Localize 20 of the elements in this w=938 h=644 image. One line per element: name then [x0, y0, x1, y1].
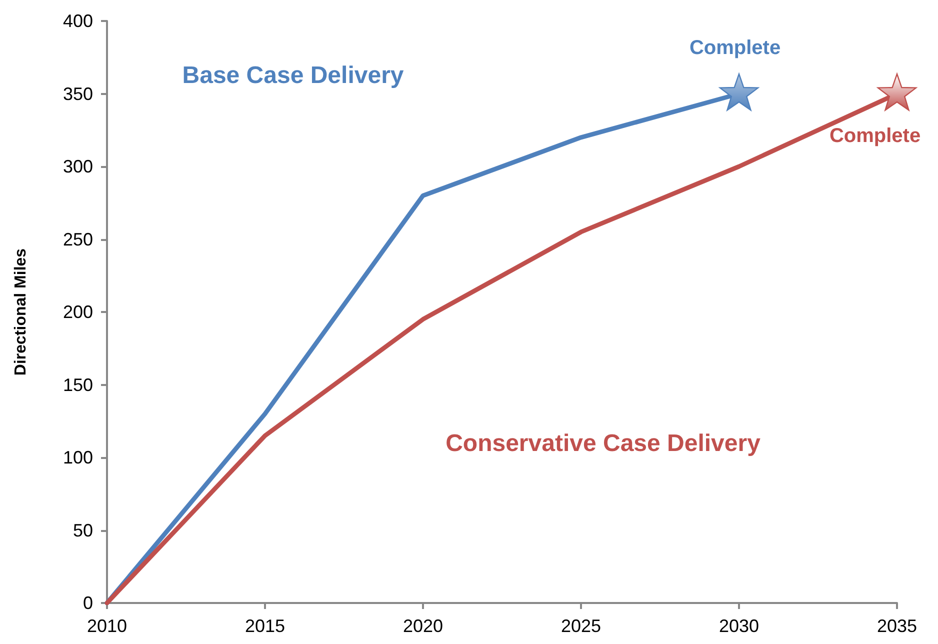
text: Conservative Case Delivery [446, 430, 762, 457]
x-tick-label: 2020 [402, 616, 444, 636]
y-tick-label: 300 [62, 156, 93, 176]
y-tick-label: 250 [62, 229, 93, 250]
y-axis-title: Directional Miles [12, 248, 30, 376]
y-tick-label: 150 [62, 374, 93, 395]
x-tick-label: 2010 [86, 616, 128, 636]
x-tick-label: 2035 [876, 616, 918, 636]
y-tick-label: 200 [62, 302, 93, 322]
y-tick-label: 100 [62, 448, 93, 468]
y-tick-label: 0 [82, 593, 93, 613]
y-tick-label: 400 [62, 11, 93, 31]
x-tick-label: 2015 [244, 616, 286, 636]
x-tick-label: 2030 [718, 616, 760, 636]
annotation: Complete [829, 124, 921, 147]
annotation: Complete [689, 36, 781, 59]
y-tick-label: 50 [72, 520, 93, 540]
text: Base Case Delivery [182, 62, 404, 90]
y-tick-label: 350 [62, 84, 93, 104]
x-tick-label: 2025 [560, 616, 602, 636]
